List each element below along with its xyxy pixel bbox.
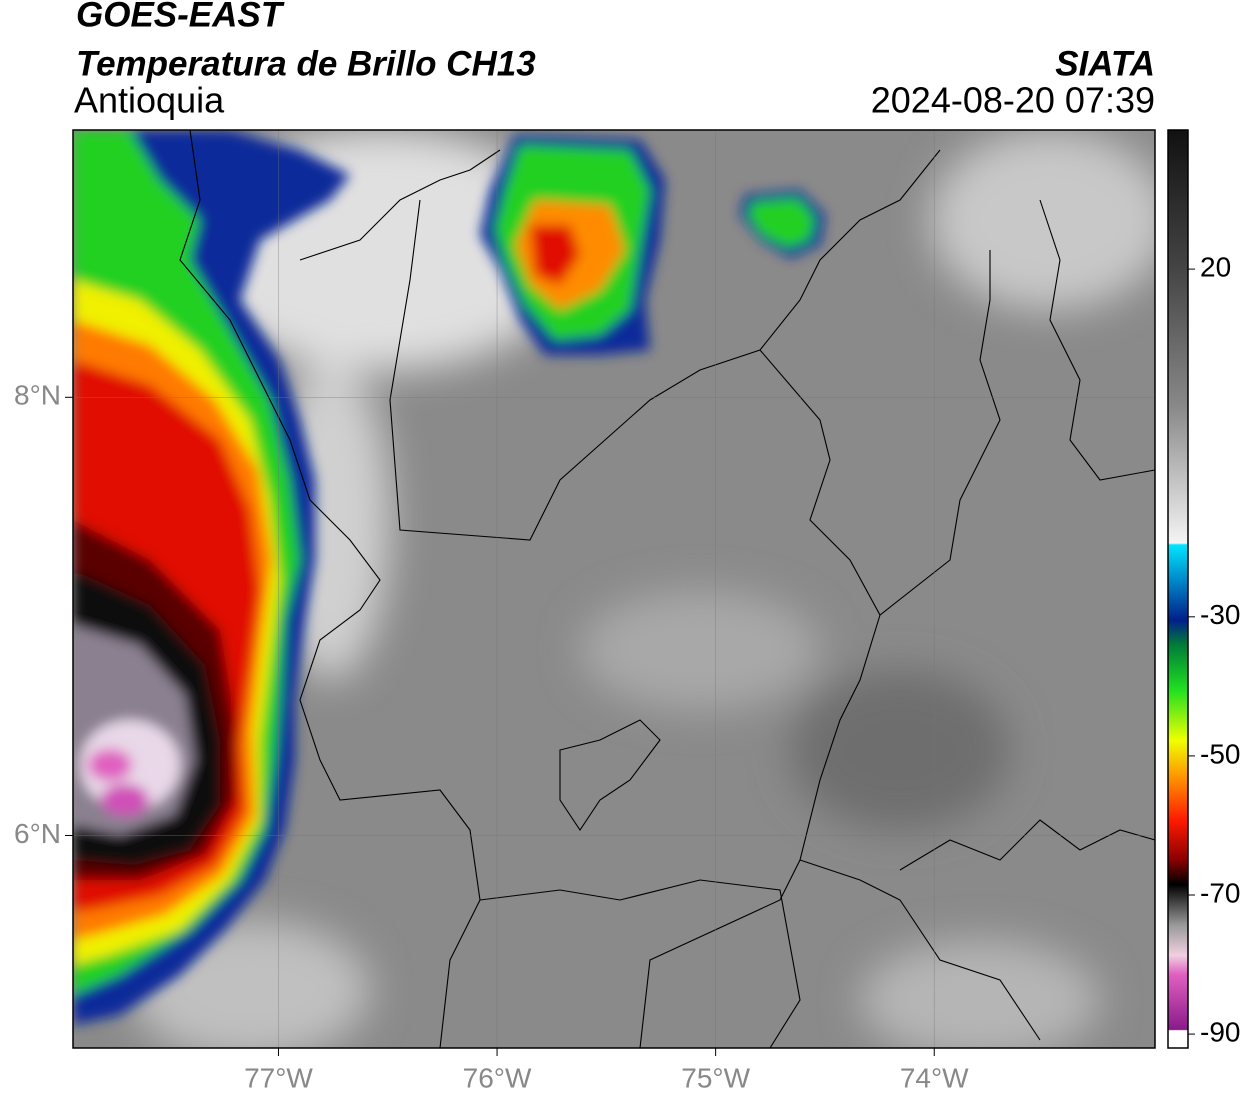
datetime: 2024-08-20 07:39: [871, 80, 1155, 121]
x-tick-label: 75°W: [681, 1062, 750, 1093]
region: Antioquia: [74, 80, 225, 121]
colorbar-tick-label: -70: [1200, 877, 1240, 908]
colorbar-tick-label: -50: [1200, 738, 1240, 769]
colorbar-tick-label: -90: [1200, 1016, 1240, 1047]
x-tick-label: 74°W: [900, 1062, 969, 1093]
subtitle: Temperatura de Brillo CH13: [76, 44, 536, 83]
map-frame: [72, 129, 1156, 1049]
colorbar-tick-label: 20: [1200, 251, 1231, 282]
title: GOES-EAST: [76, 0, 285, 34]
y-tick-label: 6°N: [14, 818, 61, 849]
satellite-image: [73, 130, 1155, 1048]
colorbar: [1167, 129, 1189, 1049]
x-tick-label: 77°W: [244, 1062, 313, 1093]
grid: [73, 130, 1155, 1048]
source: SIATA: [1055, 44, 1155, 83]
y-tick-label: 8°N: [14, 380, 61, 411]
borders: [179, 130, 1155, 1048]
colorbar-tick-label: -30: [1200, 599, 1240, 630]
x-tick-label: 76°W: [463, 1062, 532, 1093]
